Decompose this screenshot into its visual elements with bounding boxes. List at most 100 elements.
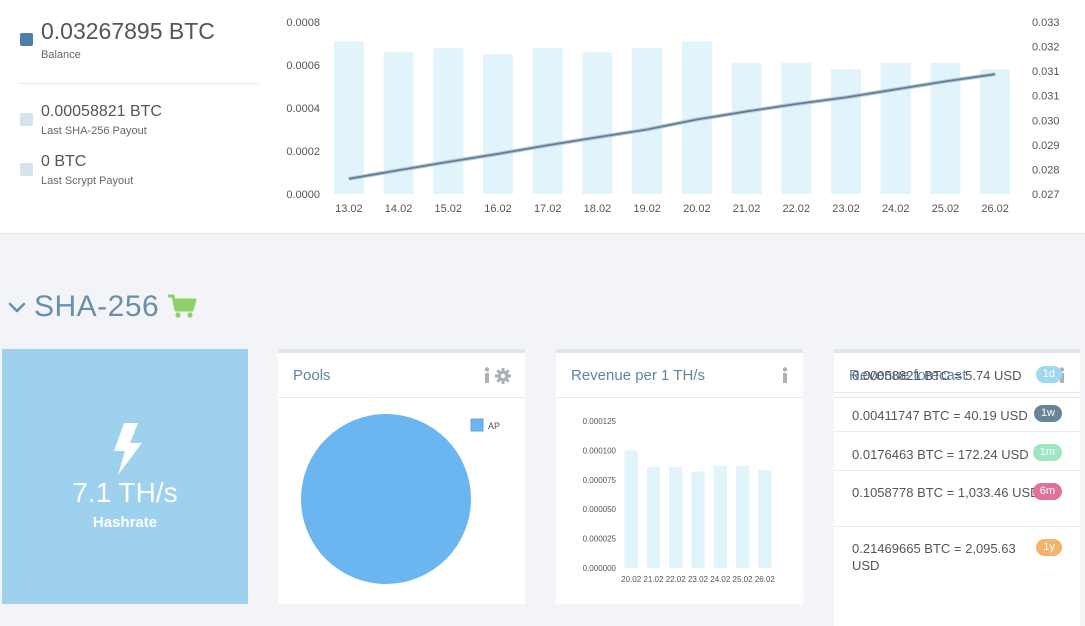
- sha256-legend-marker: [20, 113, 33, 126]
- period-badge[interactable]: 6m: [1032, 483, 1062, 500]
- chevron-down-icon[interactable]: [6, 296, 28, 318]
- period-badge[interactable]: 1y: [1036, 539, 1062, 556]
- x-axis-tick-label: 26.02: [755, 575, 776, 584]
- revenue-forecast-card: Revenue forecast 0.00058821 BTC = 5.74 U…: [834, 349, 1080, 626]
- payout-bar: [781, 62, 812, 194]
- sha256-payout-label: Last SHA-256 Payout: [41, 125, 147, 137]
- right-axis-tick-label: 0.031: [1032, 66, 1060, 78]
- hashrate-value: 7.1 TH/s: [72, 477, 178, 508]
- revenue-per-th-header: Revenue per 1 TH/s: [556, 353, 803, 398]
- shopping-cart-icon[interactable]: [167, 294, 197, 320]
- forecast-row: 0.21469665 BTC = 2,095.63 USD 1y: [834, 527, 1080, 583]
- balance-history-chart: 0.0000 0.0002 0.0004 0.0006 0.0008 0.027 0.028…: [286, 17, 1060, 215]
- payout-bar: [831, 69, 861, 194]
- forecast-value: 0.1058778 BTC = 1,033.46 USD: [852, 485, 1040, 500]
- y-axis-tick-label: 0.000075: [583, 476, 617, 485]
- x-axis-tick-label: 25.02: [733, 575, 754, 584]
- right-axis-tick-label: 0.032: [1032, 42, 1060, 54]
- balance-legend-marker: [20, 33, 33, 46]
- forecast-row: 0.00411747 BTC = 40.19 USD 1w: [834, 393, 1080, 432]
- x-axis-tick-label: 19.02: [633, 203, 661, 215]
- x-axis-tick-label: 20.02: [683, 203, 711, 215]
- right-axis-tick-label: 0.030: [1032, 115, 1060, 127]
- right-axis-tick-label: 0.033: [1032, 17, 1060, 29]
- y-axis-tick-label: 0.000000: [583, 564, 617, 573]
- payout-bar: [532, 47, 563, 194]
- revenue-forecast-title: Revenue forecast: [849, 367, 967, 384]
- balance-panel: 0.03267895 BTC Balance 0.00058821 BTC La…: [0, 0, 1085, 234]
- x-axis-tick-label: 22.02: [783, 203, 811, 215]
- forecast-row: 0.0176463 BTC = 172.24 USD 1m: [834, 432, 1080, 471]
- info-icon[interactable]: [482, 367, 492, 383]
- revenue-bar: [735, 465, 750, 568]
- x-axis-tick-label: 20.02: [621, 575, 642, 584]
- payout-bar: [433, 47, 464, 194]
- x-axis-tick-label: 14.02: [385, 203, 413, 215]
- sha256-section-header[interactable]: SHA-256: [6, 290, 197, 324]
- x-axis-tick-label: 17.02: [534, 203, 562, 215]
- left-axis-tick-label: 0.0008: [286, 17, 320, 29]
- right-axis-tick-label: 0.028: [1032, 164, 1060, 176]
- info-icon[interactable]: [780, 367, 790, 383]
- left-axis-tick-label: 0.0006: [286, 60, 320, 72]
- x-axis-tick-label: 24.02: [710, 575, 731, 584]
- y-axis-tick-label: 0.000125: [583, 417, 617, 426]
- forecast-value: 0.00411747 BTC = 40.19 USD: [852, 408, 1028, 423]
- revenue-bar: [691, 471, 705, 568]
- payout-bar: [980, 69, 1011, 194]
- revenue-per-th-title: Revenue per 1 TH/s: [571, 367, 705, 384]
- x-axis-tick-label: 15.02: [435, 203, 463, 215]
- pools-title: Pools: [293, 367, 331, 384]
- payout-bar: [333, 41, 364, 194]
- x-axis-tick-label: 16.02: [484, 203, 512, 215]
- y-axis-tick-label: 0.000025: [583, 535, 617, 544]
- forecast-row: 0.1058778 BTC = 1,033.46 USD 6m: [834, 471, 1080, 527]
- hashrate-label: Hashrate: [92, 514, 158, 531]
- revenue-per-th-chart: 0.000000 0.000025 0.000050 0.000075 0.000100…: [583, 417, 776, 584]
- y-axis-tick-label: 0.000100: [583, 446, 617, 455]
- balance-divider: [20, 83, 258, 84]
- payout-bar: [632, 47, 663, 194]
- payout-bar: [731, 62, 762, 194]
- balance-line: [348, 73, 996, 180]
- x-axis-tick-label: 13.02: [335, 203, 363, 215]
- forecast-value: 0.21469665 BTC = 2,095.63 USD: [852, 541, 1016, 573]
- revenue-bar: [713, 465, 727, 568]
- right-axis-tick-label: 0.029: [1032, 140, 1060, 152]
- gear-icon[interactable]: [495, 368, 511, 384]
- hashrate-card: 7.1 TH/s Hashrate: [2, 349, 248, 604]
- period-badge[interactable]: 1d: [1035, 366, 1062, 383]
- pools-card: Pools AP: [278, 349, 525, 604]
- x-axis-tick-label: 24.02: [882, 203, 910, 215]
- pools-pie-chart: AP: [301, 414, 500, 584]
- x-axis-tick-label: 23.02: [832, 203, 860, 215]
- revenue-bar: [646, 466, 661, 568]
- revenue-bar: [624, 450, 638, 568]
- pools-card-header: Pools: [278, 353, 525, 398]
- forecast-row: 0.00058821 BTC = 5.74 USD 1d: [834, 353, 1080, 393]
- forecast-value: 0.0176463 BTC = 172.24 USD: [852, 447, 1029, 462]
- x-axis-tick-label: 21.02: [643, 575, 664, 584]
- pie-slice: [301, 414, 471, 584]
- y-axis-tick-label: 0.000050: [583, 505, 617, 514]
- payout-bar: [582, 52, 613, 194]
- forecast-value: 0.00058821 BTC = 5.74 USD: [852, 368, 1022, 383]
- lightning-icon: [114, 423, 142, 475]
- scrypt-legend-marker: [20, 163, 33, 176]
- scrypt-payout-label: Last Scrypt Payout: [41, 175, 134, 187]
- legend-marker: [470, 418, 484, 432]
- x-axis-tick-label: 26.02: [981, 203, 1009, 215]
- payout-bar: [483, 54, 513, 194]
- right-axis-tick-label: 0.031: [1032, 91, 1060, 103]
- revenue-bar: [669, 466, 683, 568]
- period-badge[interactable]: 1w: [1033, 405, 1062, 422]
- revenue-bar: [758, 470, 772, 568]
- left-axis-tick-label: 0.0002: [286, 146, 320, 158]
- left-axis-tick-label: 0.0000: [286, 189, 320, 201]
- legend-label: AP: [488, 421, 500, 431]
- x-axis-tick-label: 23.02: [688, 575, 709, 584]
- section-title: SHA-256: [34, 290, 160, 323]
- sha256-payout-value: 0.00058821 BTC: [41, 103, 162, 120]
- balance-value: 0.03267895 BTC: [41, 18, 215, 44]
- period-badge[interactable]: 1m: [1032, 444, 1062, 461]
